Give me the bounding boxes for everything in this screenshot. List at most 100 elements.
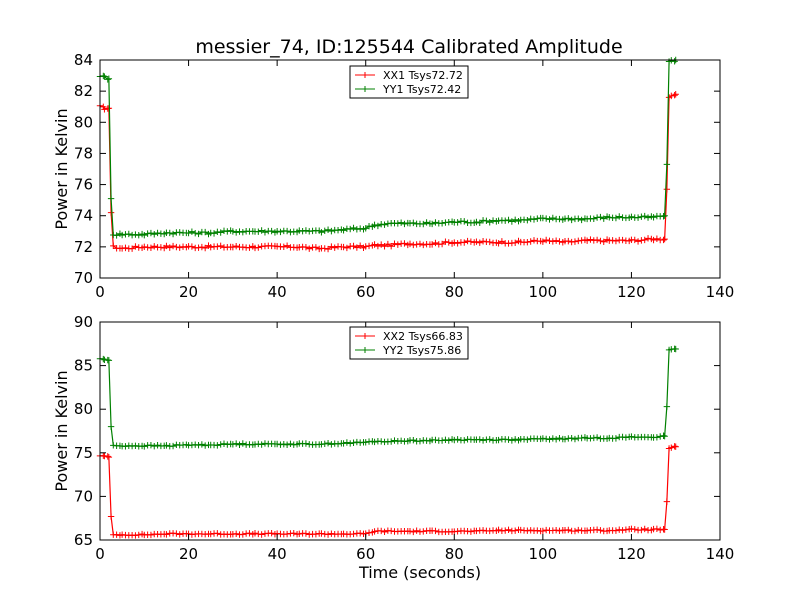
- data-point-marker: [224, 228, 231, 235]
- data-point-marker: [571, 435, 579, 443]
- data-point-marker: [464, 237, 471, 245]
- data-point-marker: [107, 423, 115, 430]
- data-point-marker: [362, 439, 369, 446]
- data-point-marker: [141, 231, 148, 239]
- data-point-marker: [387, 243, 395, 250]
- data-point-marker: [590, 434, 597, 442]
- data-point-marker: [110, 242, 117, 250]
- data-point-marker: [432, 527, 439, 535]
- legend-label: YY2 Tsys75.86: [382, 344, 461, 357]
- data-point-marker: [378, 241, 385, 248]
- data-point-marker: [565, 237, 572, 245]
- data-point-marker: [508, 437, 516, 444]
- data-point-marker: [432, 219, 439, 226]
- data-point-marker: [428, 241, 436, 248]
- top-plot: 0 20 40 60 80 100 120 140 70 72 74 76 78 80 82 84 Power …: [52, 51, 734, 301]
- data-point-marker: [371, 241, 378, 248]
- data-point-marker: [546, 436, 553, 443]
- data-point-marker: [166, 244, 173, 251]
- data-point-marker: [524, 216, 531, 224]
- data-point-marker: [406, 528, 414, 535]
- data-point-marker: [302, 440, 310, 447]
- data-point-marker: [410, 528, 417, 536]
- data-point-marker: [476, 239, 483, 246]
- data-point-marker: [668, 92, 675, 100]
- data-point-marker: [261, 229, 269, 236]
- data-point-marker: [101, 106, 108, 113]
- data-point-marker: [410, 241, 417, 249]
- data-point-marker: [381, 221, 388, 228]
- x-tick-label: 0: [95, 545, 105, 563]
- data-point-marker: [353, 226, 361, 233]
- data-point-marker: [600, 215, 607, 222]
- data-point-marker: [612, 435, 620, 442]
- data-point-marker: [135, 231, 142, 239]
- data-point-marker: [546, 216, 553, 223]
- data-point-marker: [371, 438, 378, 446]
- data-point-marker: [246, 244, 253, 251]
- data-point-marker: [210, 230, 218, 237]
- data-point-marker: [283, 242, 291, 249]
- data-point-marker: [672, 345, 679, 353]
- data-point-marker: [384, 240, 392, 248]
- data-point-marker: [668, 444, 675, 451]
- data-point-marker: [381, 243, 388, 250]
- y-tick-label: 70: [74, 269, 93, 287]
- data-point-marker: [413, 527, 420, 534]
- data-point-marker: [350, 242, 357, 250]
- data-point-marker: [378, 438, 385, 445]
- data-point-marker: [280, 440, 287, 448]
- data-point-marker: [556, 215, 563, 223]
- data-point-marker: [128, 231, 136, 239]
- data-point-marker: [479, 437, 487, 444]
- data-point-marker: [122, 244, 129, 252]
- y-tick-label: 70: [74, 487, 93, 505]
- data-point-marker: [198, 441, 206, 448]
- data-point-marker: [258, 531, 265, 538]
- legend-label: XX2 Tsys66.83: [383, 330, 463, 343]
- data-point-marker: [505, 526, 512, 533]
- x-tick-label: 60: [356, 545, 375, 563]
- data-point-marker: [454, 436, 461, 443]
- data-point-marker: [306, 245, 313, 252]
- data-point-marker: [312, 530, 320, 538]
- y-tick-label: 65: [74, 531, 93, 549]
- data-point-marker: [353, 438, 361, 446]
- data-point-marker: [428, 220, 436, 228]
- data-point-marker: [229, 228, 237, 235]
- data-point-marker: [236, 228, 243, 235]
- data-point-marker: [661, 526, 668, 533]
- data-point-marker: [511, 216, 519, 223]
- data-point-marker: [473, 218, 480, 226]
- x-tick-label: 0: [95, 283, 105, 301]
- data-point-marker: [151, 231, 158, 238]
- data-point-marker: [628, 213, 635, 220]
- data-point-marker: [328, 441, 335, 448]
- data-point-marker: [105, 357, 113, 364]
- data-point-marker: [445, 219, 452, 226]
- x-tick-label: 80: [445, 283, 464, 301]
- data-point-marker: [163, 242, 170, 250]
- data-point-marker: [593, 526, 601, 533]
- data-point-marker: [438, 437, 446, 444]
- data-point-marker: [552, 436, 560, 443]
- x-tick-label: 40: [268, 545, 287, 563]
- data-point-marker: [356, 225, 364, 232]
- data-point-marker: [438, 220, 446, 227]
- legend-swatch-marker: [362, 347, 368, 353]
- data-point-marker: [217, 242, 224, 250]
- data-point-marker: [378, 527, 385, 535]
- data-point-marker: [195, 230, 202, 238]
- data-point-marker: [350, 224, 357, 232]
- data-point-marker: [420, 220, 427, 228]
- x-tick-label: 100: [529, 545, 558, 563]
- data-point-marker: [343, 244, 351, 252]
- data-point-marker: [663, 161, 671, 168]
- data-point-marker: [347, 225, 354, 233]
- data-point-marker: [334, 440, 342, 448]
- data-point-marker: [473, 238, 480, 245]
- data-point-marker: [255, 228, 262, 235]
- data-point-marker: [147, 531, 155, 539]
- data-point-marker: [650, 214, 657, 221]
